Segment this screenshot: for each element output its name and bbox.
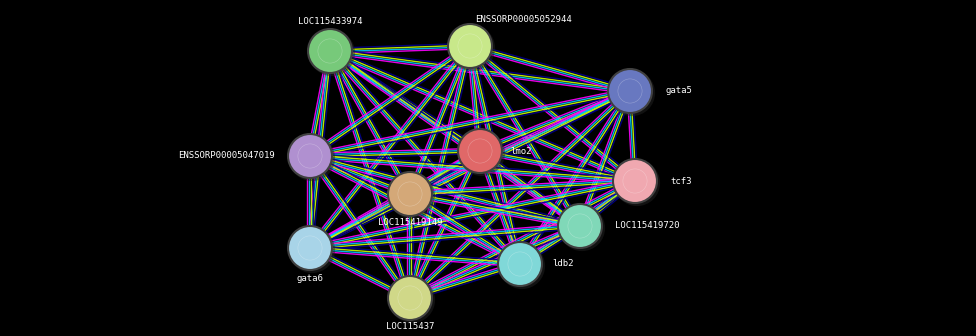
Text: LOC115433974: LOC115433974 — [298, 17, 362, 26]
Text: LOC115419149: LOC115419149 — [378, 218, 442, 227]
Circle shape — [458, 129, 502, 173]
Text: gata5: gata5 — [665, 86, 692, 95]
Circle shape — [608, 69, 652, 113]
Circle shape — [448, 24, 492, 68]
Circle shape — [613, 159, 657, 203]
Circle shape — [289, 135, 335, 181]
Circle shape — [614, 160, 660, 206]
Circle shape — [388, 172, 432, 216]
Text: gata6: gata6 — [297, 274, 323, 283]
Circle shape — [288, 226, 332, 270]
Circle shape — [308, 29, 352, 73]
Circle shape — [388, 173, 435, 219]
Circle shape — [499, 243, 546, 289]
Circle shape — [289, 227, 335, 273]
Circle shape — [559, 205, 605, 251]
Text: LOC115437: LOC115437 — [386, 322, 434, 331]
Circle shape — [459, 130, 506, 176]
Circle shape — [449, 25, 495, 71]
Circle shape — [308, 30, 355, 76]
Text: tcf3: tcf3 — [670, 176, 692, 185]
Text: ENSSORP00005052944: ENSSORP00005052944 — [475, 15, 572, 24]
Circle shape — [609, 70, 655, 116]
Circle shape — [388, 276, 432, 320]
Text: LOC115419720: LOC115419720 — [615, 221, 679, 230]
Circle shape — [498, 242, 542, 286]
Text: lmo2: lmo2 — [510, 146, 532, 156]
Text: ldb2: ldb2 — [552, 259, 574, 268]
Circle shape — [388, 277, 435, 323]
Circle shape — [288, 134, 332, 178]
Text: ENSSORP00005047019: ENSSORP00005047019 — [179, 152, 275, 161]
Circle shape — [558, 204, 602, 248]
